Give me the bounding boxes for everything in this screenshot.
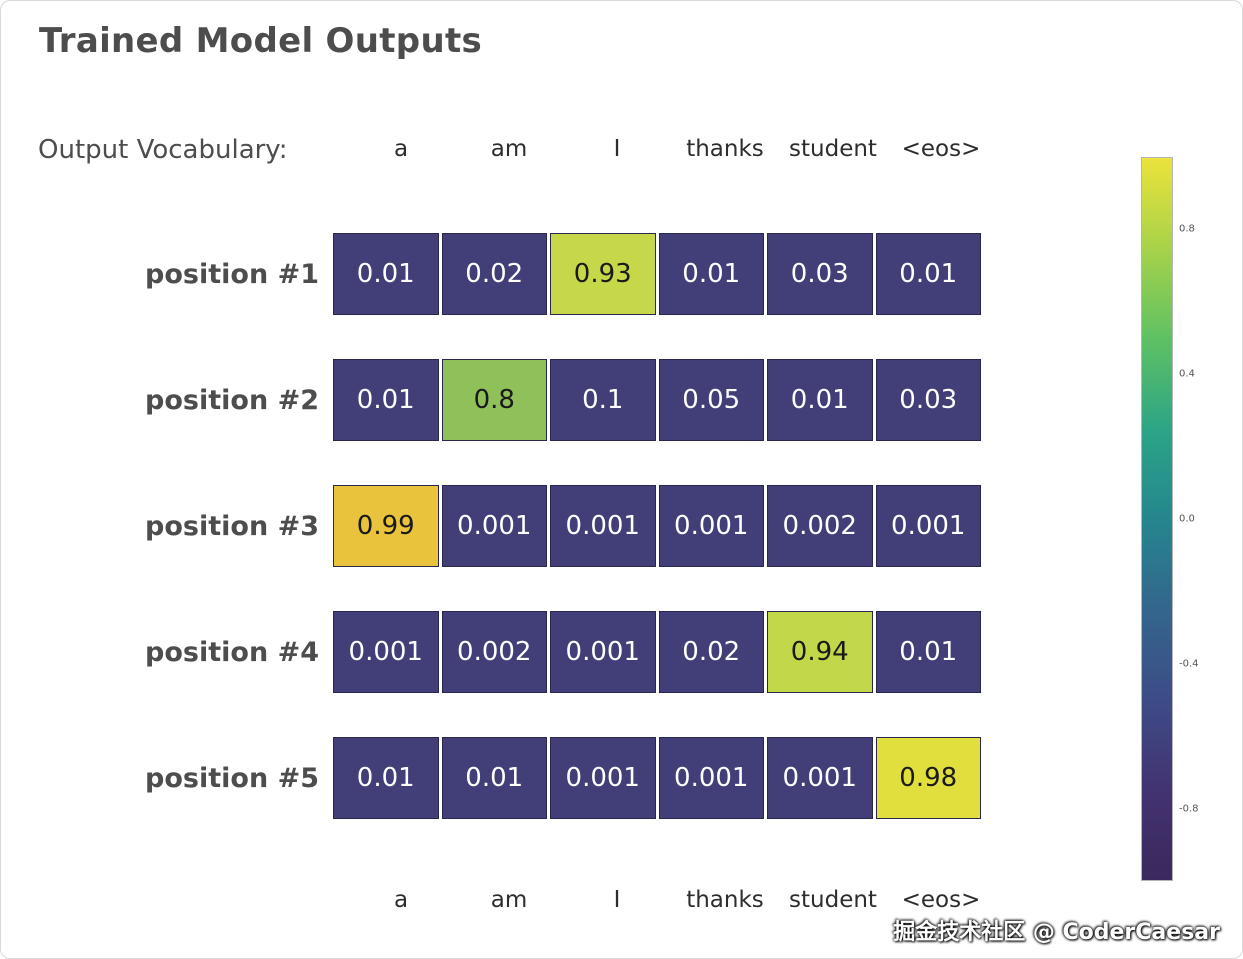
heatmap-cell: 0.02 [658, 611, 764, 693]
heatmap-cell: 0.93 [550, 233, 656, 315]
heatmap-cell: 0.02 [441, 233, 547, 315]
colorbar-tick-label: 0.4 [1179, 368, 1195, 380]
heatmap-cell: 0.1 [550, 359, 656, 441]
heatmap-row: position #4 0.001 0.002 0.001 0.02 0.94 0.01 [1, 611, 997, 693]
heatmap-cell: 0.001 [550, 485, 656, 567]
heatmap: position #1 0.01 0.02 0.93 0.01 0.03 0.01 posit… [1, 233, 997, 819]
heatmap-row: position #3 0.99 0.001 0.001 0.001 0.002 0.001 [1, 485, 997, 567]
heatmap-row-cells: 0.01 0.02 0.93 0.01 0.03 0.01 [333, 233, 981, 315]
heatmap-cell: 0.8 [441, 359, 547, 441]
vocab-word: student [789, 887, 877, 913]
heatmap-row-cells: 0.01 0.01 0.001 0.001 0.001 0.98 [333, 737, 981, 819]
heatmap-cell: 0.01 [875, 233, 981, 315]
heatmap-row: position #2 0.01 0.8 0.1 0.05 0.01 0.03 [1, 359, 997, 441]
position-label: position #5 [145, 762, 319, 794]
position-label: position #2 [145, 384, 319, 416]
heatmap-cell: 0.01 [333, 233, 439, 315]
heatmap-cell: 0.01 [441, 737, 547, 819]
heatmap-cell: 0.001 [550, 737, 656, 819]
vocab-word: <eos> [901, 136, 981, 162]
heatmap-cell: 0.03 [767, 233, 873, 315]
heatmap-cell: 0.002 [441, 611, 547, 693]
heatmap-cell: 0.001 [875, 485, 981, 567]
heatmap-cell: 0.001 [767, 737, 873, 819]
heatmap-cell: 0.001 [658, 485, 764, 567]
vocab-word: I [613, 887, 621, 913]
heatmap-cell: 0.001 [333, 611, 439, 693]
vocab-word: student [789, 136, 877, 162]
colorbar: 0.8 0.4 0.0 -0.4 -0.8 [1141, 157, 1199, 881]
vocab-word: a [393, 887, 409, 913]
heatmap-row-cells: 0.01 0.8 0.1 0.05 0.01 0.03 [333, 359, 981, 441]
output-vocabulary-label: Output Vocabulary: [38, 135, 288, 165]
heatmap-cell: 0.001 [441, 485, 547, 567]
heatmap-cell: 0.05 [658, 359, 764, 441]
heatmap-cell: 0.99 [333, 485, 439, 567]
heatmap-cell: 0.001 [658, 737, 764, 819]
figure-title: Trained Model Outputs [39, 21, 483, 61]
heatmap-cell: 0.94 [767, 611, 873, 693]
heatmap-row-cells: 0.001 0.002 0.001 0.02 0.94 0.01 [333, 611, 981, 693]
colorbar-gradient [1141, 157, 1173, 881]
colorbar-tick-label: 0.0 [1179, 513, 1195, 525]
heatmap-row: position #1 0.01 0.02 0.93 0.01 0.03 0.01 [1, 233, 997, 315]
heatmap-row-cells: 0.99 0.001 0.001 0.001 0.002 0.001 [333, 485, 981, 567]
vocab-word: thanks [686, 887, 764, 913]
colorbar-tick-label: -0.8 [1179, 803, 1199, 815]
vocab-word: am [490, 136, 528, 162]
vocab-word: am [490, 887, 528, 913]
heatmap-cell: 0.01 [875, 611, 981, 693]
heatmap-cell: 0.01 [658, 233, 764, 315]
heatmap-cell: 0.01 [333, 359, 439, 441]
vocab-word: a [393, 136, 409, 162]
vocab-word: I [613, 136, 621, 162]
position-label: position #4 [145, 636, 319, 668]
heatmap-cell: 0.01 [767, 359, 873, 441]
heatmap-cell: 0.03 [875, 359, 981, 441]
heatmap-row: position #5 0.01 0.01 0.001 0.001 0.001 0.98 [1, 737, 997, 819]
watermark: 掘金技术社区 @ CoderCaesar [893, 920, 1220, 945]
heatmap-cell: 0.98 [875, 737, 981, 819]
colorbar-tick-label: 0.8 [1179, 223, 1195, 235]
vocab-word: <eos> [901, 887, 981, 913]
colorbar-tick-label: -0.4 [1179, 658, 1199, 670]
vocab-word: thanks [686, 136, 764, 162]
heatmap-cell: 0.01 [333, 737, 439, 819]
heatmap-cell: 0.001 [550, 611, 656, 693]
position-label: position #1 [145, 258, 319, 290]
position-label: position #3 [145, 510, 319, 542]
colorbar-ticks: 0.8 0.4 0.0 -0.4 -0.8 [1179, 157, 1223, 881]
heatmap-cell: 0.002 [767, 485, 873, 567]
